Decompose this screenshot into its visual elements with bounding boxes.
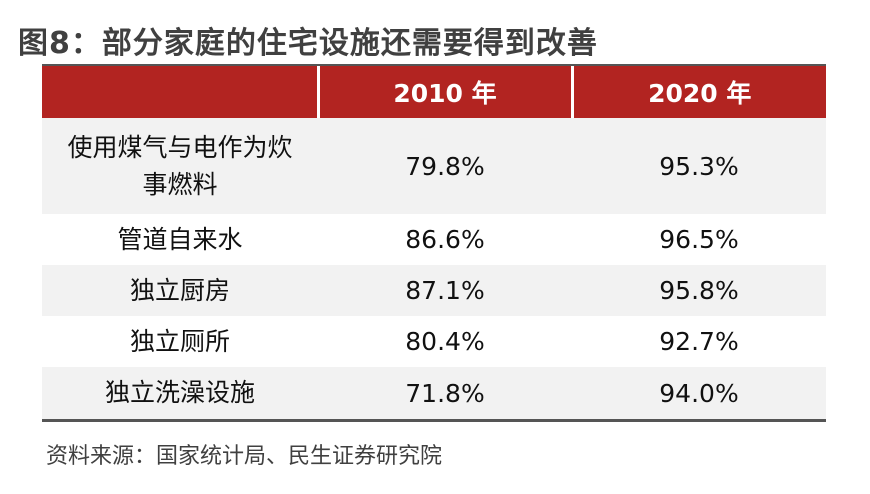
table-row: 管道自来水 86.6% 96.5% [42, 214, 826, 265]
value-2020: 95.8% [572, 265, 826, 316]
value-2010: 87.1% [318, 265, 572, 316]
value-2010: 80.4% [405, 327, 485, 356]
data-table: 2010 年 2020 年 使用煤气与电作为炊事燃料 79.8% 95.3% 管… [42, 66, 826, 422]
figure-title: 图8：部分家庭的住宅设施还需要得到改善 [18, 26, 598, 61]
data-table-container: 2010 年 2020 年 使用煤气与电作为炊事燃料 79.8% 95.3% 管… [42, 66, 826, 422]
source-note: 资料来源：国家统计局、民生证券研究院 [46, 444, 443, 469]
table-row: 独立洗澡设施 71.8% 94.0% [42, 367, 826, 422]
row-label: 独立洗澡设施 [42, 367, 318, 422]
value-2020: 92.7% [659, 327, 739, 356]
table-header-row: 2010 年 2020 年 [42, 66, 826, 118]
header-cell-2020: 2020 年 [570, 66, 826, 118]
row-label: 使用煤气与电作为炊事燃料 [42, 118, 318, 214]
value-2010: 86.6% [405, 225, 485, 254]
value-2020: 96.5% [659, 225, 739, 254]
value-2010: 79.8% [318, 118, 572, 214]
value-2010: 71.8% [318, 367, 572, 422]
header-cell-label [42, 66, 318, 118]
row-label: 独立厕所 [129, 326, 230, 356]
table-row: 独立厕所 80.4% 92.7% [42, 316, 826, 367]
header-cell-2010: 2010 年 [316, 66, 572, 118]
value-2020: 94.0% [572, 367, 826, 422]
value-2020: 95.3% [572, 118, 826, 214]
table-row: 独立厨房 87.1% 95.8% [42, 265, 826, 316]
row-label-text: 使用煤气与电作为炊事燃料 [67, 132, 293, 200]
table-row: 使用煤气与电作为炊事燃料 79.8% 95.3% [42, 118, 826, 214]
row-label: 管道自来水 [117, 224, 243, 254]
row-label: 独立厨房 [42, 265, 318, 316]
table-top-rule [42, 64, 826, 66]
